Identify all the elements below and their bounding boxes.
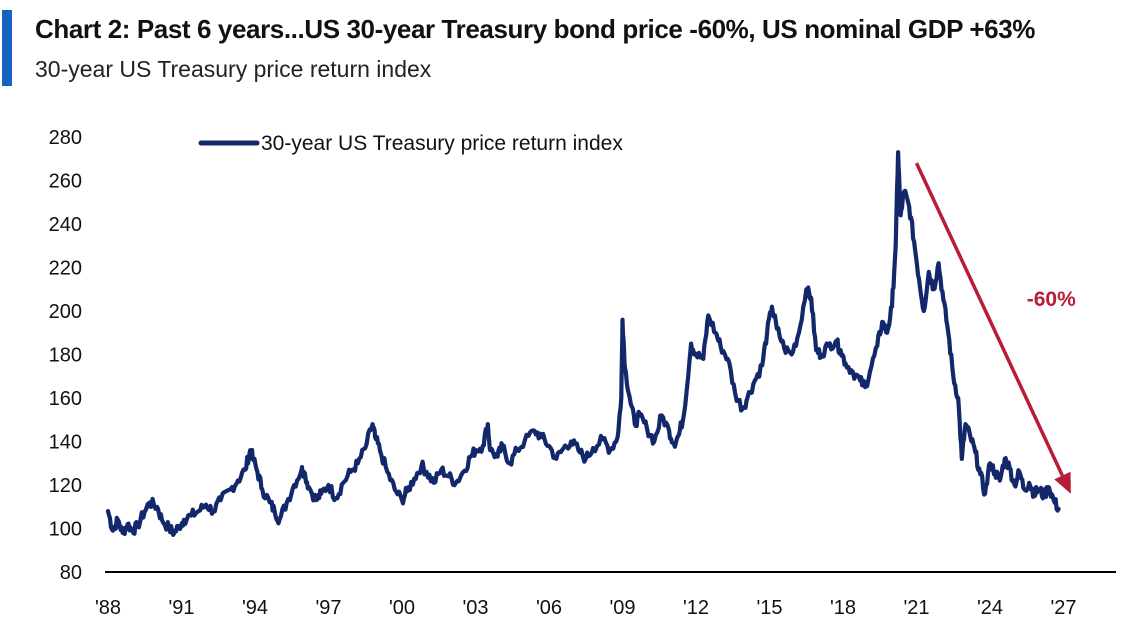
y-tick-label: 100: [49, 519, 82, 541]
x-tick-label: '15: [756, 597, 782, 619]
x-tick-label: '24: [977, 597, 1003, 619]
y-tick-label: 160: [49, 388, 82, 410]
legend-label: 30-year US Treasury price return index: [261, 132, 623, 155]
y-tick-label: 200: [49, 301, 82, 323]
x-tick-label: '03: [462, 597, 488, 619]
title-accent-bar: [2, 10, 12, 86]
y-tick-label: 80: [60, 562, 82, 584]
y-tick-label: 260: [49, 171, 82, 193]
decline-arrow-head: [1054, 471, 1071, 494]
y-tick-label: 280: [49, 127, 82, 149]
y-tick-label: 140: [49, 432, 82, 454]
x-tick-label: '94: [242, 597, 268, 619]
y-tick-label: 220: [49, 258, 82, 280]
x-tick-label: '88: [95, 597, 121, 619]
y-tick-label: 180: [49, 345, 82, 367]
x-tick-label: '06: [536, 597, 562, 619]
chart-subtitle: 30-year US Treasury price return index: [35, 56, 432, 82]
x-tick-label: '00: [389, 597, 415, 619]
decline-arrow: [914, 162, 1064, 477]
y-tick-label: 120: [49, 475, 82, 497]
x-axis: '88 '91 '94 '97 '00 '03 '06 '09 '12 '15 '18 '21 '24 '…: [95, 597, 1077, 619]
annotation-decline: -60%: [914, 162, 1076, 494]
x-tick-label: '27: [1050, 597, 1076, 619]
chart-title: Chart 2: Past 6 years...US 30-year Treas…: [35, 14, 1036, 44]
y-tick-label: 240: [49, 214, 82, 236]
x-tick-label: '12: [683, 597, 709, 619]
x-tick-label: '97: [315, 597, 341, 619]
x-tick-label: '09: [609, 597, 635, 619]
x-tick-label: '91: [168, 597, 194, 619]
x-tick-label: '18: [830, 597, 856, 619]
series-line-30y-treasury: [105, 150, 1061, 537]
decline-label: -60%: [1027, 288, 1076, 311]
y-axis: 80 100 120 140 160 180 200 220 240 260 280: [49, 127, 82, 584]
x-tick-label: '21: [903, 597, 929, 619]
legend: 30-year US Treasury price return index: [198, 132, 623, 155]
